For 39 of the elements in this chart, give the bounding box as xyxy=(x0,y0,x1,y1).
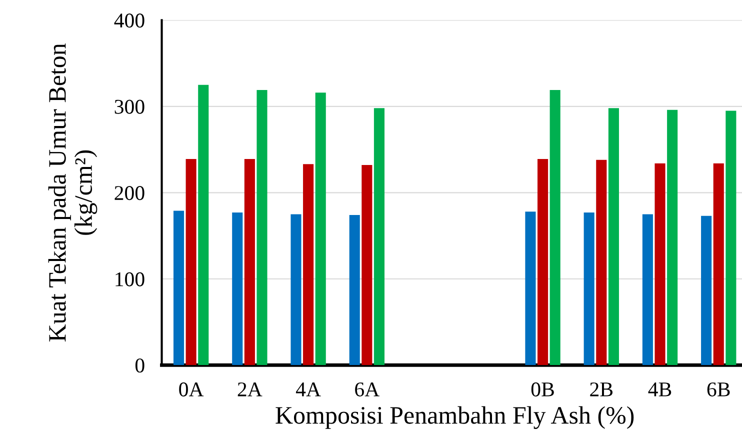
y-axis-title: Kuat Tekan pada Umur Beton (kg/cm²) xyxy=(48,43,98,342)
y-tick-label: 200 xyxy=(114,186,144,200)
y-tick-label: 100 xyxy=(116,272,144,286)
bar xyxy=(550,90,560,366)
bar xyxy=(608,108,619,366)
y-tick-label: 0 xyxy=(135,358,144,373)
x-tick-label: 2B xyxy=(590,382,613,396)
bar xyxy=(654,163,666,366)
bar xyxy=(244,159,255,366)
bar xyxy=(349,215,360,366)
x-tick-label: 4A xyxy=(296,382,321,396)
bar xyxy=(713,163,724,366)
bar xyxy=(642,214,653,366)
x-tick-label: 6A xyxy=(355,382,380,396)
bar xyxy=(701,216,712,366)
y-tick-label: 400 xyxy=(114,14,144,28)
bar xyxy=(173,210,184,366)
bar xyxy=(537,159,548,366)
bar xyxy=(374,108,385,366)
bar xyxy=(596,160,607,366)
x-tick-label: 0A xyxy=(179,382,204,396)
x-axis-title: Komposisi Penambahn Fly Ash (%) xyxy=(276,406,634,429)
y-tick-label: 300 xyxy=(114,100,144,114)
x-tick-label: 6B xyxy=(707,382,730,396)
bar xyxy=(525,212,536,366)
bar xyxy=(584,212,594,366)
bar xyxy=(667,110,678,366)
bar xyxy=(186,159,196,366)
bar xyxy=(362,165,372,366)
bar xyxy=(232,212,243,366)
bar xyxy=(290,214,302,366)
bar xyxy=(303,164,314,366)
bar xyxy=(726,110,736,366)
bar xyxy=(256,90,268,366)
bar xyxy=(315,92,326,366)
bar xyxy=(198,84,209,366)
x-tick-label: 2A xyxy=(238,382,262,396)
x-tick-label: 4B xyxy=(648,382,672,396)
x-tick-label: 0B xyxy=(531,382,554,396)
